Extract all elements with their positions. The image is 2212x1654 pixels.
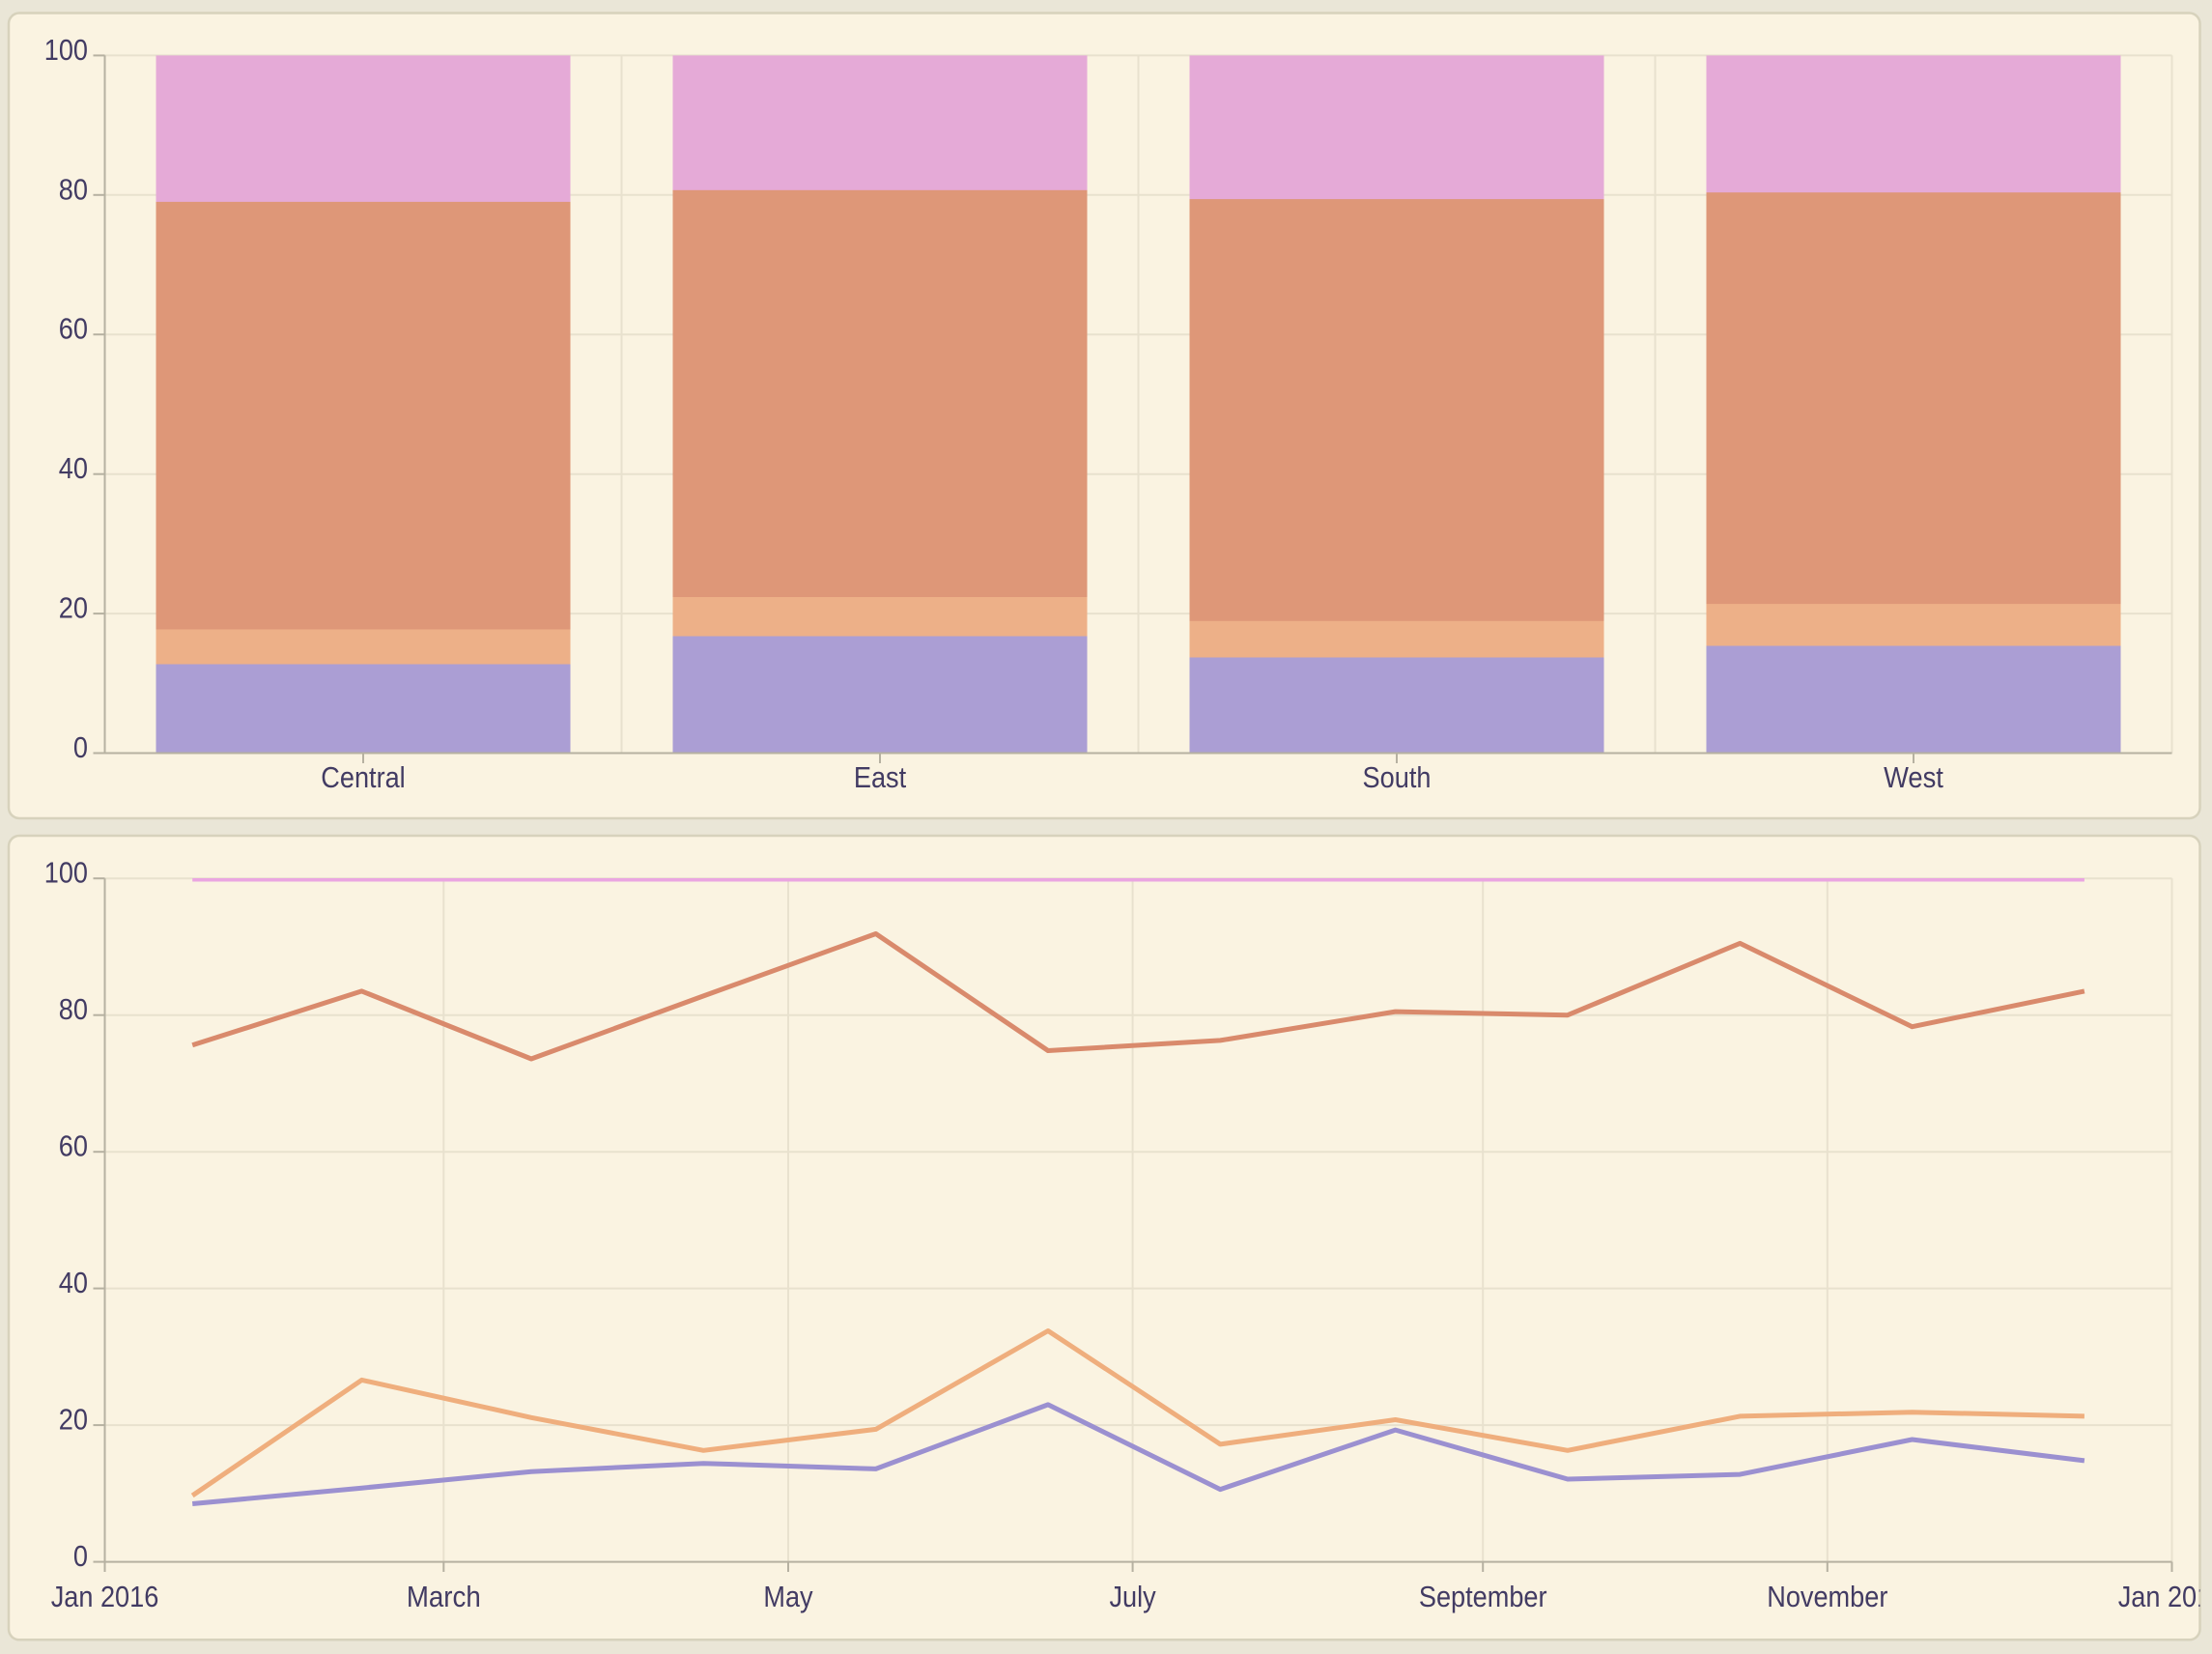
svg-text:60: 60 [59,312,88,346]
svg-text:20: 20 [59,1403,88,1437]
svg-text:0: 0 [73,1539,88,1573]
svg-text:40: 40 [59,1266,88,1299]
svg-text:60: 60 [59,1129,88,1163]
svg-text:July: July [1110,1580,1157,1613]
svg-text:May: May [763,1580,813,1613]
svg-text:November: November [1767,1580,1887,1613]
svg-text:March: March [407,1580,481,1613]
svg-text:West: West [1884,760,1943,794]
svg-text:Jan 2016: Jan 2016 [51,1580,159,1613]
svg-text:South: South [1363,760,1432,794]
svg-text:East: East [854,760,907,794]
svg-text:80: 80 [59,992,88,1026]
svg-text:Jan 2017: Jan 2017 [2118,1580,2212,1613]
svg-text:Central: Central [321,760,405,794]
svg-text:100: 100 [44,33,88,67]
svg-text:20: 20 [59,591,88,625]
svg-text:80: 80 [59,172,88,206]
svg-text:100: 100 [44,856,88,890]
svg-text:0: 0 [73,730,88,764]
svg-text:September: September [1419,1580,1547,1613]
svg-text:40: 40 [59,451,88,485]
